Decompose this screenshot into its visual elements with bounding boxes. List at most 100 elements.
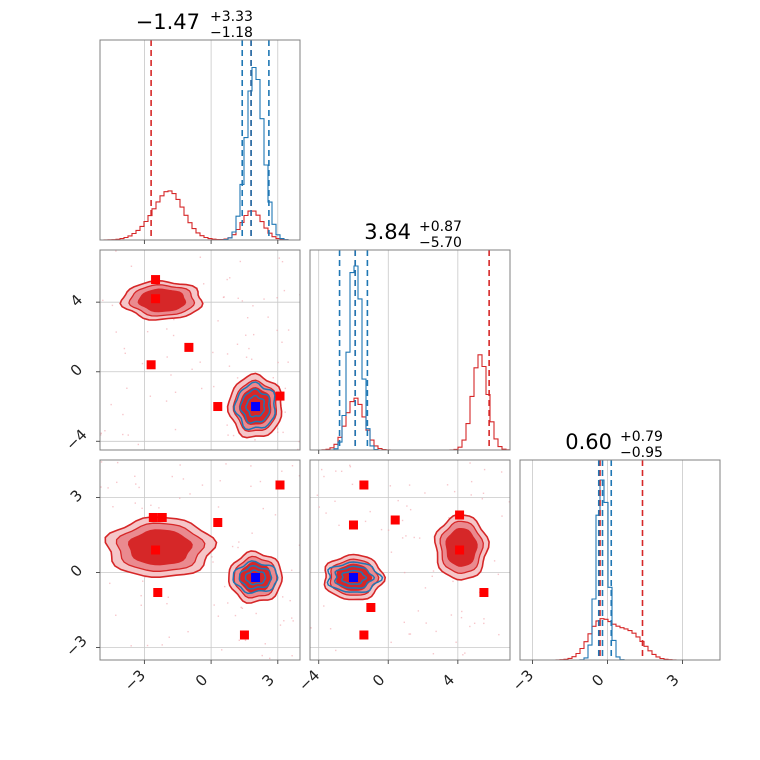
- sample-point: [340, 470, 343, 473]
- sample-point: [130, 645, 132, 647]
- sample-point: [244, 639, 247, 642]
- sample-point: [150, 504, 152, 507]
- red-marker-2-2: [390, 515, 400, 525]
- sample-point: [298, 440, 300, 443]
- sample-point: [213, 385, 215, 388]
- sample-point: [116, 481, 118, 484]
- sample-point: [425, 622, 427, 624]
- sample-point: [107, 487, 109, 489]
- sample-point: [389, 485, 392, 487]
- red-contour-inner-1-0: [127, 529, 193, 566]
- sample-point: [269, 657, 271, 660]
- hist-frame-2: [519, 459, 721, 661]
- sample-point: [112, 506, 114, 508]
- sample-point: [424, 492, 426, 494]
- sample-point: [116, 461, 119, 464]
- sample-point: [291, 655, 293, 657]
- sample-point: [224, 585, 226, 588]
- sample-point: [191, 368, 193, 370]
- sample-point: [179, 497, 181, 499]
- sample-point: [146, 330, 149, 333]
- sample-point: [334, 500, 336, 502]
- sample-point: [281, 470, 283, 472]
- sample-point: [236, 343, 239, 345]
- panel-frame-2: [309, 459, 511, 661]
- hist-series-red-0: [100, 190, 300, 241]
- sample-point: [134, 502, 136, 504]
- sample-point: [316, 494, 319, 496]
- sample-point: [255, 612, 257, 615]
- sample-point: [408, 484, 411, 486]
- sample-point: [380, 528, 383, 531]
- sample-point: [310, 627, 312, 629]
- sample-point: [267, 316, 269, 318]
- red-marker-0-5: [275, 391, 285, 401]
- red-marker-1-5: [275, 480, 285, 490]
- sample-point: [291, 569, 293, 571]
- sample-point: [217, 506, 220, 508]
- sample-point: [158, 507, 160, 509]
- hist-frame-0: [99, 39, 301, 241]
- sample-point: [174, 391, 177, 393]
- sample-point: [251, 532, 253, 534]
- sample-point: [498, 633, 500, 636]
- sample-point: [236, 377, 239, 379]
- sample-point: [115, 250, 117, 252]
- sample-point: [278, 257, 281, 259]
- sample-point: [323, 605, 325, 607]
- sample-point: [174, 428, 177, 431]
- sample-point: [462, 654, 464, 656]
- sample-point: [211, 556, 213, 558]
- sample-point: [323, 475, 325, 478]
- blue-contour-1-0-2: [244, 569, 267, 586]
- panel-inner-1: [100, 460, 300, 660]
- sample-point: [241, 607, 244, 610]
- sample-point: [167, 596, 169, 598]
- sample-point: [187, 630, 189, 633]
- panel-2d-2-1: [309, 459, 511, 661]
- sample-point: [246, 317, 249, 319]
- sample-point: [274, 514, 277, 516]
- sample-point: [149, 395, 152, 397]
- sample-point: [115, 614, 117, 616]
- sample-point: [219, 480, 221, 482]
- sample-point: [405, 535, 407, 537]
- sample-point: [223, 296, 225, 298]
- sample-point: [461, 610, 463, 613]
- blue-contour-1-0-1: [238, 564, 273, 590]
- sample-point: [199, 361, 201, 363]
- sample-point: [241, 300, 244, 302]
- panels-group: −404−303−3 0 3 −4 0 4 −3 0 3: [62, 39, 721, 695]
- sample-point: [298, 475, 300, 477]
- sample-point: [473, 622, 476, 625]
- sample-point: [349, 464, 351, 467]
- sample-point: [276, 428, 279, 430]
- sample-point: [349, 465, 352, 468]
- sample-point: [284, 387, 287, 390]
- sample-point: [508, 501, 510, 503]
- sample-point: [291, 465, 294, 467]
- sample-point: [282, 431, 284, 434]
- sample-point: [252, 333, 255, 336]
- sample-point: [460, 616, 463, 619]
- sample-point: [264, 643, 266, 645]
- sample-point: [127, 434, 129, 436]
- sample-point: [406, 505, 408, 507]
- sample-point: [284, 411, 286, 413]
- sample-point: [281, 260, 284, 263]
- blue-contour-1-0-0: [232, 560, 279, 595]
- sample-point: [202, 283, 205, 285]
- sample-point: [448, 517, 450, 519]
- sample-point: [199, 256, 202, 258]
- sample-point: [135, 483, 137, 485]
- sample-point: [232, 434, 235, 437]
- sample-point: [166, 356, 168, 358]
- sample-point: [170, 374, 172, 376]
- sample-point: [212, 561, 214, 563]
- sample-point: [483, 468, 486, 471]
- red-contour-inner-0-0: [137, 288, 187, 313]
- blue-contour-0-0-1: [239, 388, 271, 424]
- sample-point: [413, 536, 415, 539]
- sample-point: [432, 653, 435, 655]
- title-param-1-minus: −5.70: [419, 235, 462, 251]
